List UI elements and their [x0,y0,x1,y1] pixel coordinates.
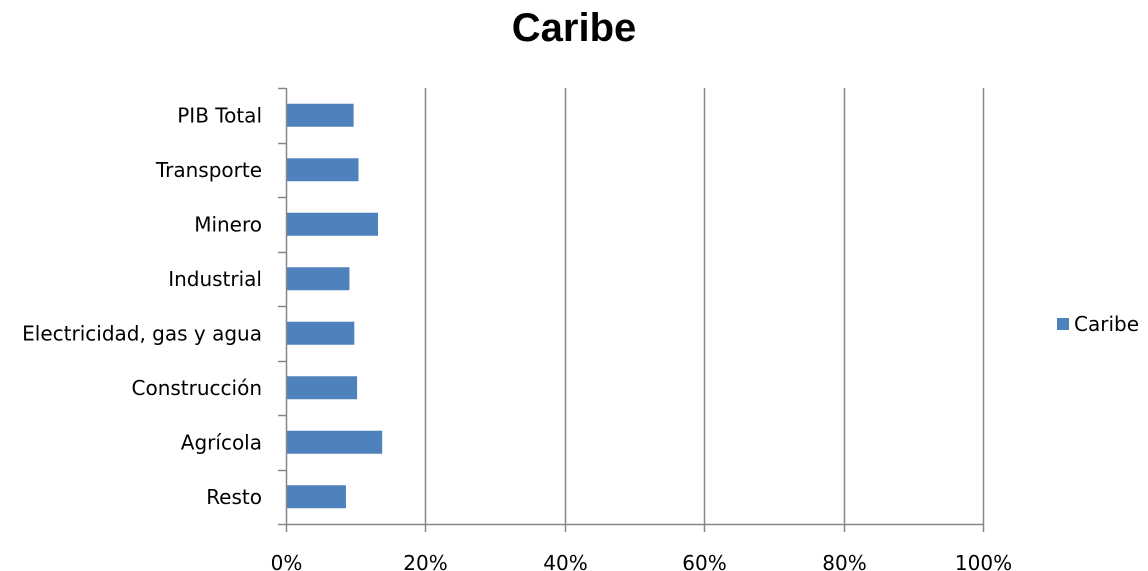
x-tick-labels: 0% 20% 40% 60% 80% 100% [271,551,1012,571]
category-label: Minero [194,212,262,236]
legend-label: Caribe [1074,312,1139,336]
x-tick-label: 0% [271,551,303,571]
category-label: PIB Total [177,103,262,127]
bars [286,103,383,509]
bar [286,267,350,291]
legend-swatch [1057,318,1069,330]
legend: Caribe [1057,312,1139,336]
bar [286,321,355,345]
bar [286,212,379,236]
category-label: Construcción [132,376,263,400]
gridlines [424,88,985,524]
chart-title: Caribe [512,6,637,50]
bar [286,430,383,454]
category-label: Agrícola [181,430,262,454]
category-label: Transporte [155,158,262,182]
x-tick-label: 60% [682,551,726,571]
bar [286,376,358,400]
category-labels: PIB Total Transporte Minero Industrial Elect… [22,103,262,509]
bar [286,103,354,127]
axes [278,87,985,532]
bar [286,485,346,509]
x-tick-label: 80% [822,551,866,571]
x-tick-label: 100% [955,551,1012,571]
bar [286,158,359,182]
category-label: Resto [206,485,262,509]
x-tick-label: 20% [403,551,447,571]
x-tick-label: 40% [543,551,587,571]
category-label: Electricidad, gas y agua [22,321,262,345]
category-label: Industrial [168,267,262,291]
